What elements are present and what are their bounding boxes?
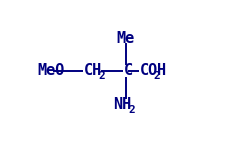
Text: CO: CO	[140, 63, 158, 78]
Text: H: H	[157, 63, 166, 78]
Text: 2: 2	[128, 105, 135, 115]
Text: 2: 2	[98, 71, 105, 81]
Text: C: C	[124, 63, 133, 78]
Text: MeO: MeO	[37, 63, 64, 78]
Text: 2: 2	[154, 71, 160, 81]
Text: Me: Me	[117, 31, 135, 46]
Text: NH: NH	[113, 97, 132, 112]
Text: CH: CH	[84, 63, 102, 78]
